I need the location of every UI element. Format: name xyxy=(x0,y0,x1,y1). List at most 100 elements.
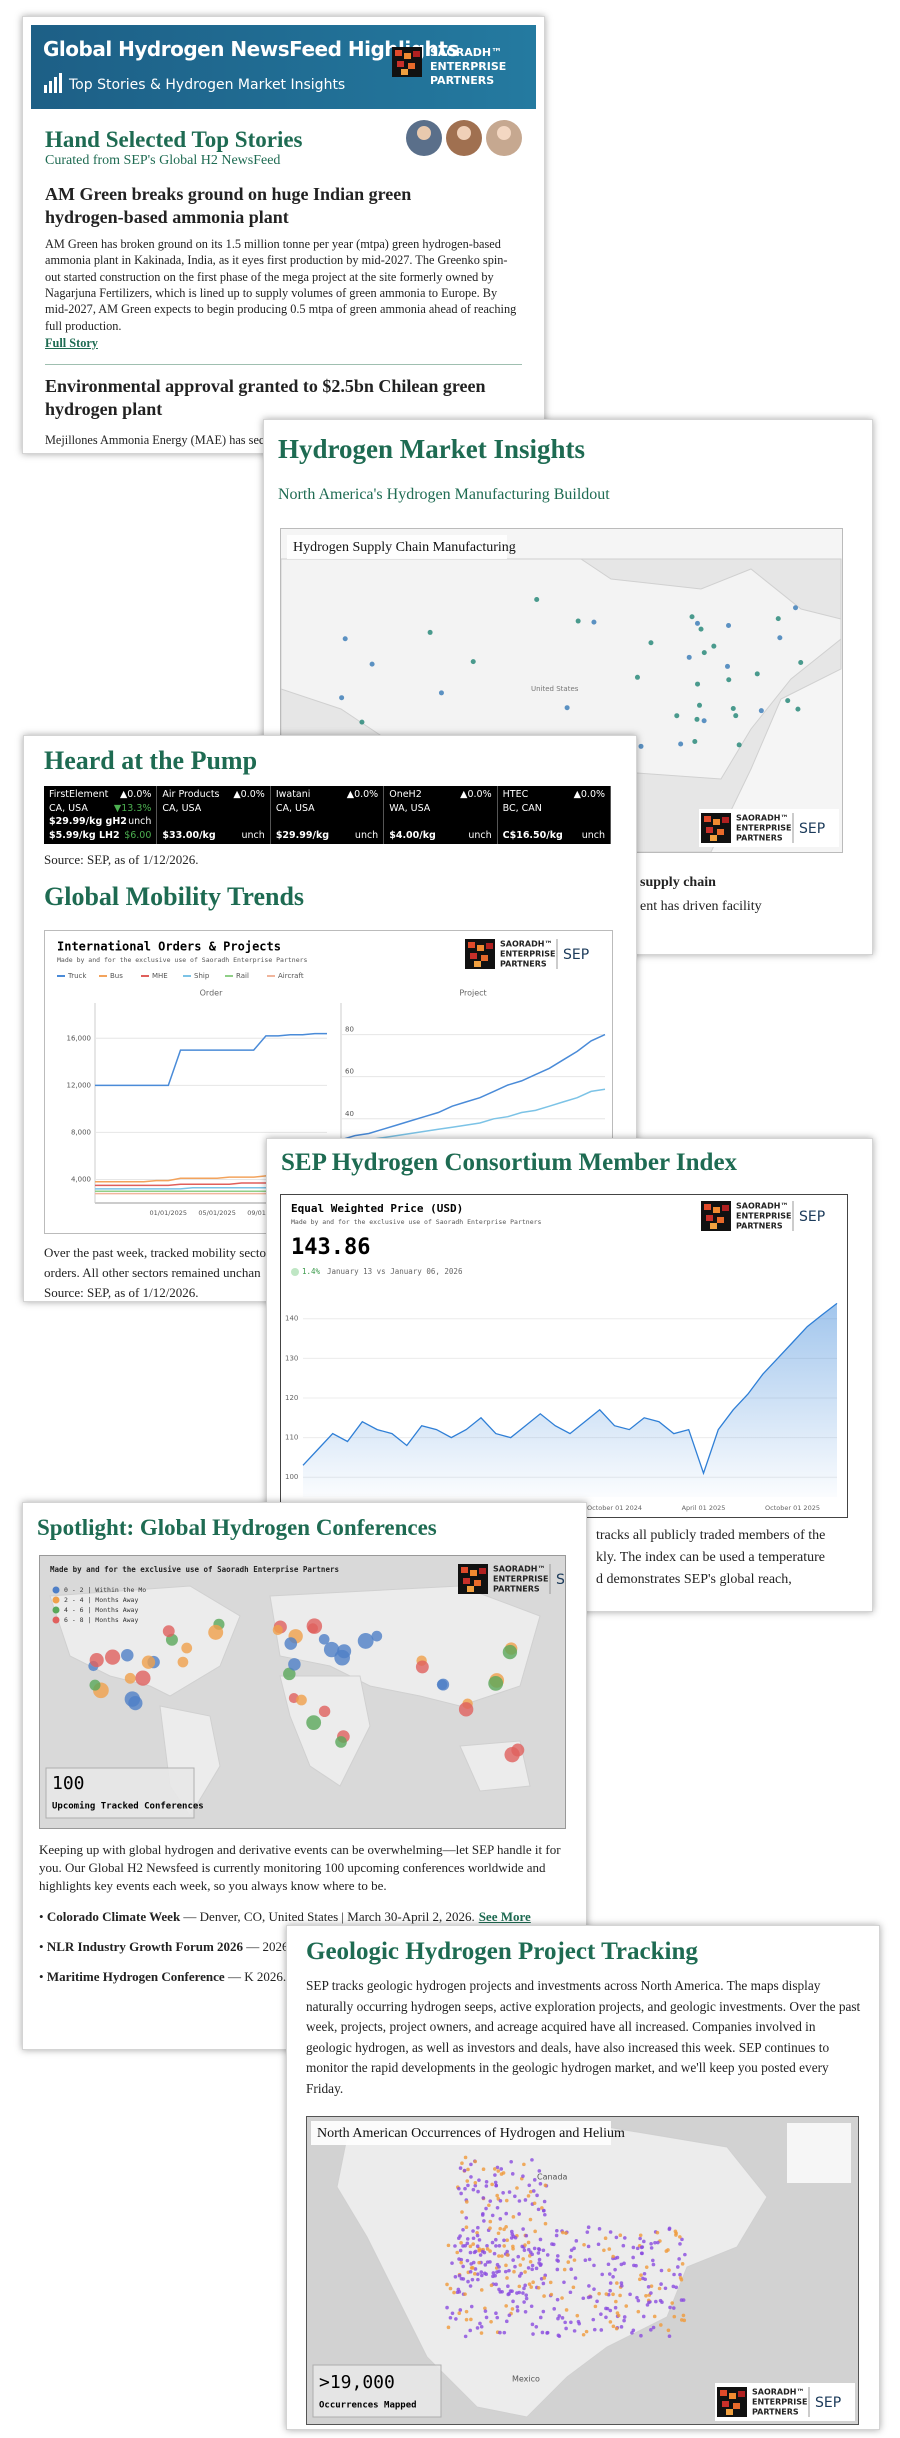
occurrence-dot xyxy=(500,2254,504,2258)
map-dot xyxy=(754,671,760,677)
index-chart: Equal Weighted Price (USD) Made by and fo… xyxy=(280,1194,848,1518)
y-tick-label: 80 xyxy=(345,1026,354,1034)
occurrence-dot xyxy=(457,2236,461,2241)
occurrence-dot xyxy=(448,2286,453,2291)
occurrence-dot xyxy=(469,2162,473,2167)
map-dot xyxy=(564,705,570,711)
station: OneH2 ▲0.0% WA, USA $4.00/kg unch xyxy=(384,786,498,844)
occurrence-dot xyxy=(488,2219,493,2224)
occurrence-dot xyxy=(608,2308,613,2313)
count-label: Occurrences Mapped xyxy=(319,2401,417,2411)
logo-mark xyxy=(477,945,484,951)
occurrence-dot xyxy=(537,2257,542,2262)
occurrence-dot xyxy=(494,2282,498,2287)
y-tick-label: 8,000 xyxy=(71,1128,91,1136)
occurrence-dot xyxy=(469,2317,473,2322)
conference-dot xyxy=(162,1625,175,1638)
area xyxy=(303,1303,837,1497)
occurrence-dot xyxy=(560,2296,564,2300)
occurrence-dot xyxy=(493,2237,498,2242)
occurrence-dot xyxy=(604,2315,608,2320)
occurrence-dot xyxy=(619,2281,624,2285)
occurrence-dot xyxy=(649,2328,653,2332)
occurrence-dot xyxy=(619,2325,624,2329)
occurrence-dot xyxy=(651,2262,656,2267)
occurrence-dot xyxy=(523,2198,528,2202)
occurrence-dot xyxy=(599,2328,604,2332)
conference-dot xyxy=(323,1641,340,1658)
occurrence-dot xyxy=(526,2240,531,2245)
occurrence-dot xyxy=(596,2242,601,2247)
logo-mark xyxy=(467,1586,474,1592)
event-link[interactable]: See More xyxy=(478,1908,531,1924)
station-location-left: CA, USA xyxy=(49,802,88,814)
occurrence-dot xyxy=(631,2328,636,2333)
occurrence-dot xyxy=(530,2158,534,2162)
occurrence-dot xyxy=(465,2258,470,2263)
legend-label: 0 - 2 | Within the Mo xyxy=(64,1586,146,1594)
logo-mark xyxy=(722,1205,729,1211)
latest-value: 143.86 xyxy=(291,1235,370,1260)
station-name-right: ▲0.0% xyxy=(233,789,265,800)
occurrence-dot xyxy=(603,2236,608,2241)
map-dot xyxy=(689,614,695,620)
map-dot xyxy=(694,620,700,626)
occurrence-dot xyxy=(680,2237,684,2242)
occurrence-dot xyxy=(499,2167,504,2171)
station-name-left: HTEC xyxy=(502,789,529,800)
event-detail: — Denver, CO, United States | March 30-A… xyxy=(180,1908,475,1924)
occurrence-dot xyxy=(597,2227,602,2231)
occurrence-dot xyxy=(501,2190,505,2195)
occurrence-dot xyxy=(517,2284,522,2289)
occurrence-dot xyxy=(458,2248,463,2253)
occurrence-dot xyxy=(513,2235,518,2240)
logo-text: ENTERPRISE xyxy=(493,1575,548,1584)
occurrence-dot xyxy=(583,2258,588,2263)
occurrence-dot xyxy=(531,2332,535,2336)
occurrence-dot xyxy=(522,2162,526,2167)
occurrence-dot xyxy=(457,2311,462,2315)
map-dot xyxy=(339,695,345,701)
conference-dot xyxy=(371,1630,383,1642)
occurrence-dot xyxy=(485,2243,489,2248)
occurrence-dot xyxy=(522,2300,526,2304)
logo-text: SAORADH™ xyxy=(752,2388,804,2397)
event-name: NLR Industry Growth Forum 2026 xyxy=(46,1938,244,1954)
land xyxy=(336,2126,768,2418)
logo-mark xyxy=(397,61,404,67)
story-link[interactable]: Full Story xyxy=(45,336,98,351)
occurrence-dot xyxy=(540,2330,545,2335)
occurrence-dot xyxy=(463,2186,467,2191)
occurrence-dot xyxy=(468,2244,473,2249)
conference-dot xyxy=(436,1679,448,1690)
conference-dot xyxy=(296,1694,307,1706)
occurrence-dot xyxy=(608,2281,613,2285)
logo-mark xyxy=(463,1578,470,1584)
conference-dot xyxy=(105,1649,121,1665)
occurrence-dot xyxy=(535,2193,539,2198)
logo-mark xyxy=(717,1217,724,1223)
occurrence-dot xyxy=(569,2248,574,2252)
conference-dot xyxy=(135,1670,151,1686)
occurrence-dot xyxy=(511,2258,515,2262)
occurrence-dot xyxy=(557,2314,562,2318)
occurrence-dot xyxy=(632,2263,636,2268)
map-label: Canada xyxy=(537,2173,568,2182)
occurrence-dot xyxy=(530,2252,534,2257)
logo-text: ENTERPRISE xyxy=(500,950,555,959)
occurrence-dot xyxy=(623,2236,627,2240)
occurrence-dot xyxy=(521,2227,525,2231)
occurrence-dot xyxy=(482,2219,486,2223)
event-detail: — K 2026. xyxy=(224,1968,287,1984)
logo-text: ENTERPRISE xyxy=(430,60,506,73)
occurrence-dot xyxy=(560,2316,565,2320)
occurrence-dot xyxy=(556,2259,560,2263)
occurrence-dot xyxy=(660,2300,664,2305)
occurrence-dot xyxy=(521,2174,525,2178)
occurrence-dot xyxy=(495,2315,500,2320)
map-dot xyxy=(697,702,703,708)
occurrence-dot xyxy=(468,2328,473,2333)
station-name-right: ▲0.0% xyxy=(460,789,492,800)
logo-short: SEP xyxy=(799,1209,825,1225)
occurrence-dot xyxy=(524,2233,529,2238)
